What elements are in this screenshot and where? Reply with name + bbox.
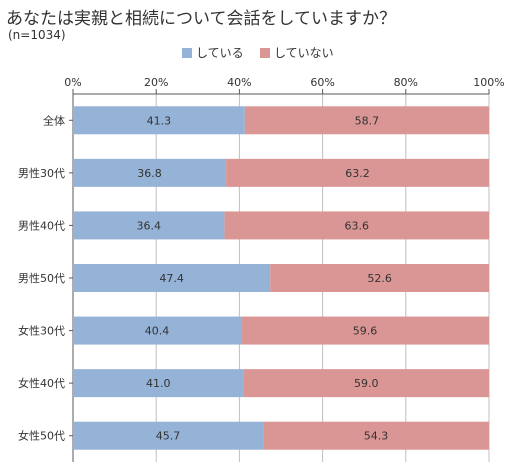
bar-segment (224, 211, 489, 240)
legend-item-yes: している (182, 44, 244, 61)
data-label: 47.4 (159, 272, 184, 285)
legend-item-no: していない (260, 44, 334, 61)
category-label: 男性30代 (18, 166, 65, 180)
data-label: 63.6 (344, 219, 369, 232)
bar-segment (263, 421, 489, 450)
bar-segment (73, 264, 271, 292)
sample-size-note: (n=1034) (8, 28, 66, 42)
bar-segment (73, 106, 245, 135)
category-label: 女性50代 (18, 429, 65, 443)
data-label: 59.0 (354, 377, 379, 390)
category-label: 全体 (43, 113, 65, 127)
bar-segment (244, 106, 489, 135)
bar-segment (241, 316, 489, 345)
category-label: 男性40代 (18, 218, 65, 232)
legend-label-no: していない (274, 46, 334, 60)
chart-title: あなたは実親と相続について会話をしていますか？ (6, 9, 396, 29)
bar-segment (226, 158, 489, 187)
legend-swatch-no (260, 48, 270, 58)
legend-label-yes: している (196, 46, 244, 60)
x-tick-label: 60% (310, 76, 334, 89)
data-label: 41.3 (147, 114, 172, 127)
data-label: 58.7 (355, 114, 380, 127)
x-tick-label: 100% (473, 76, 504, 89)
data-label: 52.6 (367, 272, 392, 285)
category-label: 女性30代 (18, 324, 65, 338)
bar-segment (243, 369, 489, 398)
x-tick-label: 40% (227, 76, 251, 89)
category-label: 男性50代 (18, 271, 65, 285)
x-tick-label: 0% (64, 76, 81, 89)
bar-segment (73, 421, 264, 450)
data-label: 45.7 (156, 430, 181, 443)
data-label: 41.0 (146, 377, 171, 390)
data-label: 59.6 (353, 325, 378, 338)
bar-segment (73, 211, 225, 240)
data-label: 54.3 (364, 430, 389, 443)
x-tick-label: 20% (144, 76, 168, 89)
data-label: 63.2 (345, 167, 370, 180)
bar-segment (73, 316, 242, 345)
data-label: 36.8 (137, 167, 162, 180)
bar-segment (73, 158, 227, 187)
x-tick-label: 80% (394, 76, 418, 89)
category-label: 女性40代 (18, 376, 65, 390)
legend: している していない (0, 44, 507, 62)
legend-swatch-yes (182, 48, 192, 58)
bar-segment (73, 369, 244, 398)
data-label: 40.4 (145, 325, 170, 338)
bar-segment (270, 264, 489, 292)
data-label: 36.4 (136, 219, 161, 232)
